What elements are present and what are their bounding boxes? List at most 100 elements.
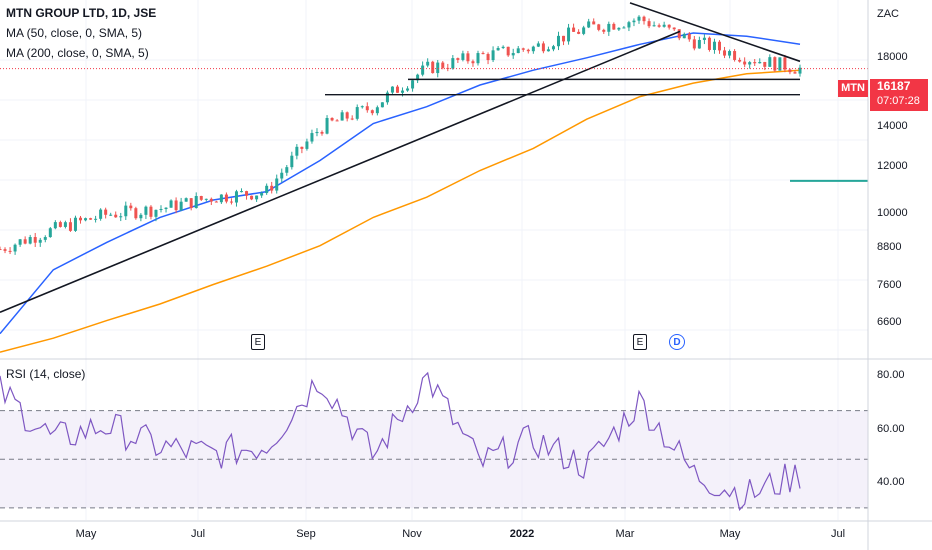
candle-body: [667, 24, 671, 28]
candle-body: [89, 218, 93, 220]
candle-body: [481, 53, 485, 55]
time-tick: Mar: [615, 528, 635, 540]
candle-body: [240, 191, 244, 193]
rsi-tick: 40.00: [877, 476, 905, 488]
candle-body: [79, 217, 83, 221]
candle-body: [602, 29, 606, 32]
candle-body: [255, 195, 259, 200]
candle-body: [345, 112, 349, 119]
candle-body: [134, 208, 138, 219]
candle-body: [13, 244, 17, 252]
candle-body: [380, 102, 384, 108]
candle-body: [159, 208, 163, 210]
candle-body: [617, 27, 621, 30]
candle-body: [506, 46, 510, 56]
candle-body: [406, 88, 410, 91]
candle-body: [63, 222, 67, 227]
time-tick: Jul: [190, 528, 206, 540]
candle-body: [48, 228, 52, 238]
price-tick: 10000: [877, 207, 908, 219]
candle-body: [768, 57, 772, 67]
candle-body: [723, 50, 727, 56]
bar-countdown: 07:07:28: [877, 95, 920, 107]
candle-body: [38, 239, 42, 243]
candle-body: [471, 61, 475, 64]
candle-body: [3, 249, 7, 251]
candle-body: [592, 21, 596, 25]
candle-body: [501, 46, 505, 48]
candle-body: [677, 29, 681, 39]
earnings-event-marker[interactable]: E: [633, 334, 647, 350]
candle-body: [687, 33, 691, 40]
last-price: 16187: [877, 79, 911, 93]
candle-body: [632, 20, 636, 23]
candle-body: [245, 191, 249, 196]
candles: [0, 15, 802, 255]
candle-body: [209, 198, 213, 202]
candle-body: [526, 49, 530, 52]
candle-body: [451, 58, 455, 69]
candle-body: [627, 22, 631, 28]
candle-body: [104, 209, 108, 215]
candle-body: [53, 222, 57, 229]
candle-body: [758, 61, 762, 64]
candle-body: [798, 67, 802, 74]
trend-drawings[interactable]: [0, 2, 868, 313]
candle-body: [390, 86, 394, 93]
candle-body: [310, 133, 314, 142]
price-tick: 8800: [877, 241, 902, 253]
candle-body: [431, 61, 435, 74]
candle-body: [733, 51, 737, 60]
candle-body: [395, 86, 399, 93]
candle-body: [174, 200, 178, 211]
candle-body: [436, 62, 440, 74]
candle-body: [94, 218, 98, 220]
candle-body: [315, 131, 319, 134]
candle-body: [73, 217, 77, 231]
candle-body: [375, 107, 379, 114]
candle-body: [270, 185, 274, 191]
ma200-path: [0, 69, 801, 353]
earnings-event-marker[interactable]: E: [251, 334, 265, 350]
ma200-legend[interactable]: MA (200, close, 0, SMA, 5): [6, 46, 149, 60]
rsi-legend[interactable]: RSI (14, close): [6, 367, 86, 381]
candle-body: [119, 216, 123, 218]
candle-body: [154, 209, 158, 217]
candle-body: [702, 37, 706, 40]
price-tick: 7600: [877, 279, 902, 291]
ma50-line: [0, 32, 801, 335]
candle-body: [84, 218, 88, 221]
candle-body: [728, 51, 732, 56]
candle-body: [234, 191, 238, 203]
candle-body: [58, 222, 62, 227]
candle-body: [567, 27, 571, 42]
dividend-event-marker[interactable]: D: [669, 334, 685, 350]
candle-body: [295, 146, 299, 156]
candle-body: [0, 249, 2, 251]
candle-body: [124, 205, 128, 217]
candle-body: [556, 35, 560, 47]
candle-body: [456, 58, 460, 60]
candle-body: [551, 46, 555, 50]
time-tick: Nov: [402, 528, 422, 540]
time-tick: Jul: [830, 528, 846, 540]
candle-body: [350, 118, 354, 120]
candle-body: [511, 53, 515, 56]
candle-body: [149, 206, 153, 217]
candle-body: [597, 24, 601, 30]
candle-body: [194, 196, 198, 208]
ma50-legend[interactable]: MA (50, close, 0, SMA, 5): [6, 26, 143, 40]
candle-body: [250, 195, 254, 200]
candle-body: [748, 62, 752, 65]
candle-body: [622, 27, 626, 29]
rsi-line: [0, 371, 801, 511]
candle-body: [441, 62, 445, 68]
candle-body: [18, 239, 22, 245]
candle-body: [401, 90, 405, 93]
price-tick: 14000: [877, 120, 908, 132]
candle-body: [290, 155, 294, 168]
candle-body: [204, 198, 208, 200]
candle-body: [265, 185, 269, 194]
